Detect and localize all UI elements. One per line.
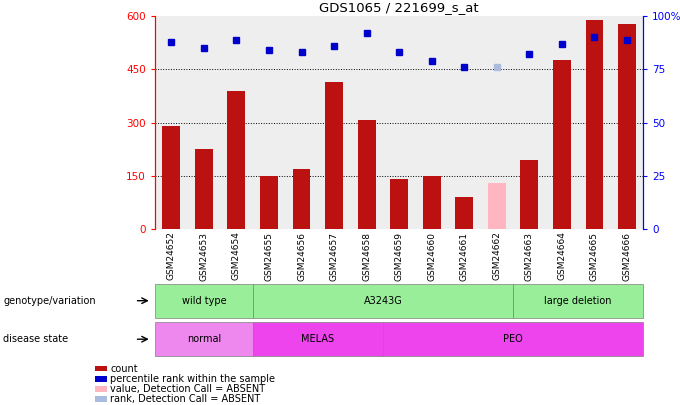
Title: GDS1065 / 221699_s_at: GDS1065 / 221699_s_at	[320, 1, 479, 14]
Text: A3243G: A3243G	[364, 296, 403, 306]
Bar	[325, 82, 343, 229]
Bar	[390, 179, 408, 229]
Bar	[553, 60, 571, 229]
Text: large deletion: large deletion	[545, 296, 612, 306]
Bar	[618, 24, 636, 229]
Bar	[195, 149, 213, 229]
Bar	[260, 177, 278, 229]
Bar	[488, 183, 506, 229]
Bar	[228, 91, 245, 229]
Text: count: count	[110, 364, 138, 373]
Text: value, Detection Call = ABSENT: value, Detection Call = ABSENT	[110, 384, 265, 394]
Text: rank, Detection Call = ABSENT: rank, Detection Call = ABSENT	[110, 394, 260, 404]
Text: MELAS: MELAS	[301, 334, 335, 344]
Text: normal: normal	[187, 334, 221, 344]
Bar	[358, 120, 375, 229]
Bar	[423, 177, 441, 229]
Text: percentile rank within the sample: percentile rank within the sample	[110, 374, 275, 384]
Bar	[163, 126, 180, 229]
Text: genotype/variation: genotype/variation	[3, 296, 96, 306]
Text: PEO: PEO	[503, 334, 523, 344]
Bar	[520, 160, 539, 229]
Text: wild type: wild type	[182, 296, 226, 306]
Bar	[456, 197, 473, 229]
Bar	[585, 20, 603, 229]
Text: disease state: disease state	[3, 334, 69, 344]
Bar	[292, 169, 311, 229]
